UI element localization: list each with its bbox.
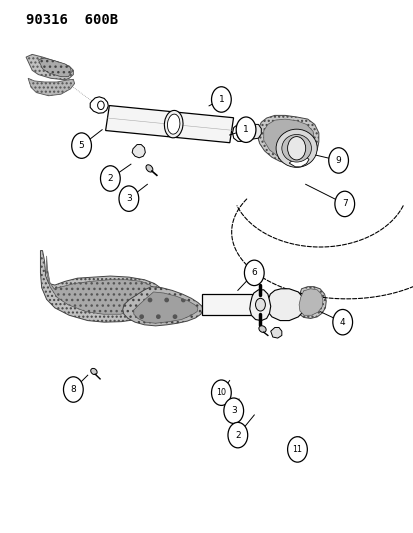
Text: 4: 4 [339,318,345,327]
Polygon shape [289,157,308,167]
Polygon shape [47,256,154,314]
Text: 1: 1 [218,95,224,104]
Circle shape [63,377,83,402]
Polygon shape [122,287,202,326]
Ellipse shape [275,129,316,167]
Text: 6: 6 [251,268,256,277]
Polygon shape [247,124,261,139]
Polygon shape [202,294,255,316]
Circle shape [334,191,354,216]
Text: 2: 2 [235,431,240,440]
Circle shape [332,310,352,335]
Polygon shape [40,251,165,322]
Polygon shape [256,115,318,163]
Circle shape [255,298,265,311]
Polygon shape [232,124,248,141]
Circle shape [244,260,263,286]
Circle shape [97,101,104,110]
Circle shape [236,117,255,142]
Circle shape [223,398,243,423]
Circle shape [228,422,247,448]
Text: 2: 2 [107,174,113,183]
Circle shape [211,87,231,112]
Polygon shape [26,54,73,80]
Ellipse shape [258,326,266,333]
Ellipse shape [90,368,97,375]
Polygon shape [297,287,325,318]
Text: 7: 7 [341,199,347,208]
Polygon shape [263,119,313,159]
Ellipse shape [167,114,180,134]
Circle shape [287,136,305,160]
Ellipse shape [164,110,183,138]
Circle shape [237,129,244,139]
Polygon shape [267,289,304,320]
Text: 9: 9 [335,156,341,165]
Text: 5: 5 [78,141,84,150]
Text: 3: 3 [230,406,236,415]
Polygon shape [90,97,108,114]
Text: 10: 10 [216,388,226,397]
Polygon shape [132,144,145,158]
Text: 90316  600B: 90316 600B [26,13,118,27]
Circle shape [287,437,306,462]
Text: 1: 1 [242,125,248,134]
Text: 3: 3 [126,194,131,203]
Ellipse shape [146,165,152,172]
Text: 8: 8 [70,385,76,394]
Ellipse shape [281,134,311,162]
Circle shape [211,380,231,406]
Polygon shape [249,290,270,320]
Polygon shape [105,106,233,143]
Circle shape [100,166,120,191]
Polygon shape [298,289,322,316]
Text: 11: 11 [292,445,302,454]
Circle shape [119,186,138,212]
Polygon shape [28,78,74,96]
Polygon shape [270,327,281,338]
Polygon shape [38,58,71,77]
Circle shape [328,148,348,173]
Polygon shape [133,292,197,323]
Circle shape [71,133,91,158]
